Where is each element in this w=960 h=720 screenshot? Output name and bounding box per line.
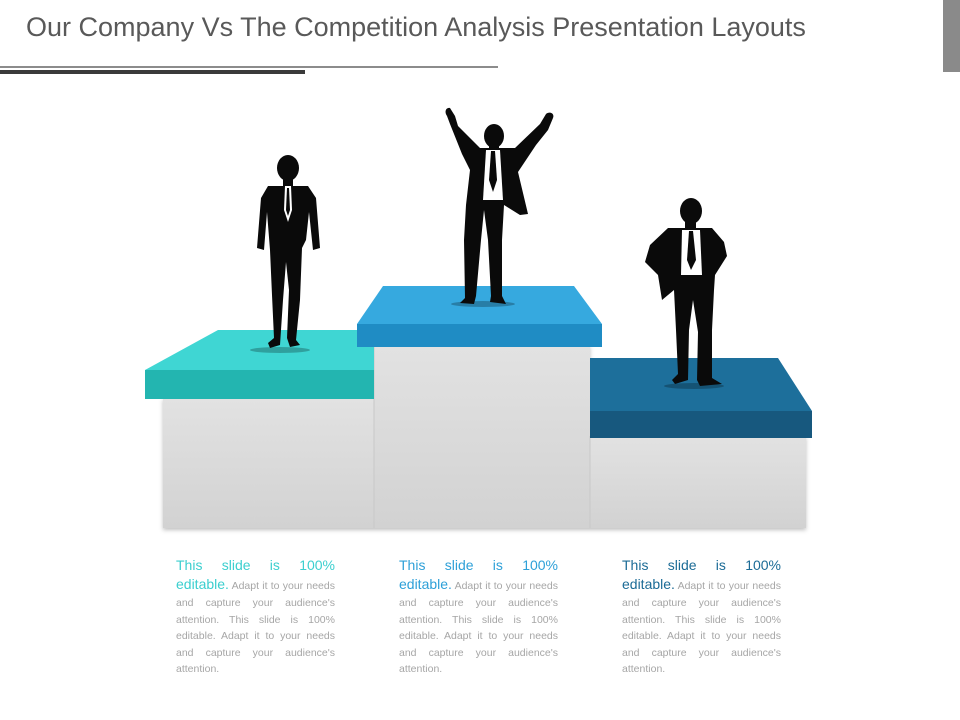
corner-accent-bar [943, 0, 960, 72]
podium-base-center [374, 345, 590, 528]
text-block-2-lead: This slide is 100% editable. [399, 557, 558, 592]
text-block-1-body: Adapt it to your needs and capture your … [176, 580, 335, 675]
businessman-standing-hands-in-pockets-icon [257, 155, 320, 348]
text-block-2: This slide is 100% editable. Adapt it to… [399, 556, 558, 677]
podium-bases [163, 345, 806, 528]
podium-top-left [145, 330, 374, 399]
text-block-3-lead: This slide is 100% editable. [622, 557, 781, 592]
text-block-3-body: Adapt it to your needs and capture your … [622, 580, 781, 675]
podium-base-right [590, 436, 806, 528]
slide-title: Our Company Vs The Competition Analysis … [26, 12, 806, 42]
title-underline-thick [0, 70, 305, 74]
title-underline-thin [0, 66, 498, 68]
businessman-hands-on-hips-icon [645, 198, 727, 386]
text-block-3: This slide is 100% editable. Adapt it to… [622, 556, 781, 677]
text-block-1: This slide is 100% editable. Adapt it to… [176, 556, 335, 677]
businessman-arms-raised-icon [445, 107, 554, 304]
text-block-1-lead: This slide is 100% editable. [176, 557, 335, 592]
podium-top-center [357, 286, 602, 347]
podium-base-left [163, 398, 374, 528]
text-block-2-body: Adapt it to your needs and capture your … [399, 580, 558, 675]
